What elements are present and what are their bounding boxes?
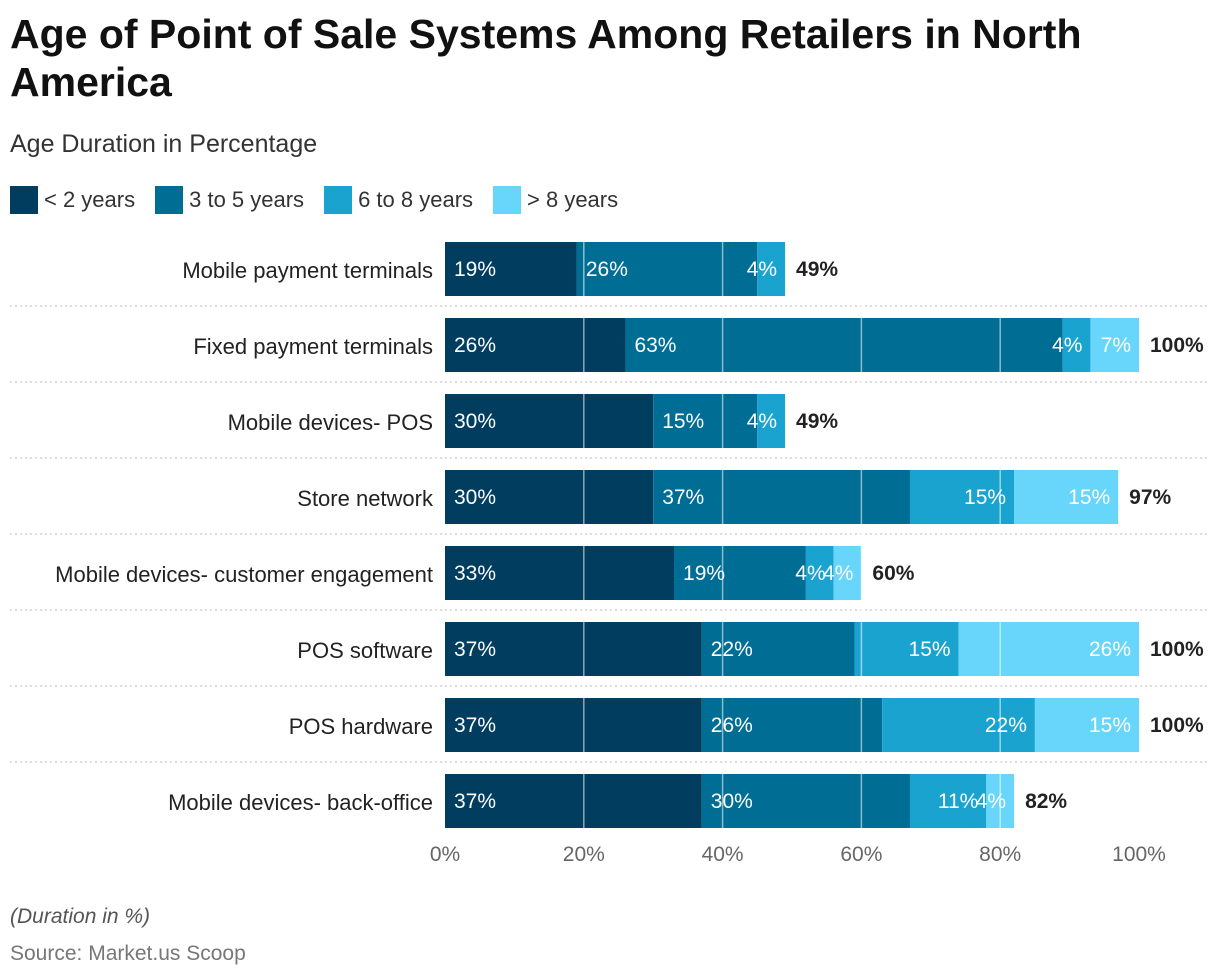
data-label: 37% — [662, 486, 704, 509]
bar-segment — [757, 242, 786, 296]
legend-swatch — [155, 186, 184, 214]
total-label: 49% — [796, 410, 838, 433]
bar-segment — [854, 622, 959, 676]
bar-segment — [445, 318, 626, 372]
bar-segment — [674, 546, 806, 600]
legend: < 2 years 3 to 5 years 6 to 8 years > 8 yea… — [10, 186, 618, 214]
data-label: 30% — [454, 486, 496, 509]
bar-segment — [653, 394, 758, 448]
chart-subtitle: Age Duration in Percentage — [10, 130, 318, 158]
data-label: 15% — [964, 486, 1006, 509]
bar-segment — [625, 318, 1063, 372]
data-label: 15% — [909, 638, 951, 661]
data-label: 4% — [976, 790, 1006, 813]
source: Source: Market.us Scoop — [10, 942, 246, 965]
bar-segment — [701, 698, 883, 752]
chart-title: Age of Point of Sale Systems Among Retai… — [10, 11, 1082, 105]
bar-segment — [1034, 698, 1139, 752]
data-label: 37% — [454, 790, 496, 813]
data-label: 37% — [454, 714, 496, 737]
total-label: 100% — [1150, 334, 1204, 357]
bar-segment — [576, 242, 758, 296]
x-tick-label: 0% — [430, 843, 460, 866]
category-label: POS software — [297, 638, 433, 663]
legend-item: 3 to 5 years — [155, 186, 304, 214]
legend-item: > 8 years — [493, 186, 618, 214]
bar-chart: Mobile payment terminals 19% 26% 4% 49% Fixed… — [10, 242, 1210, 866]
bar-segment — [701, 774, 910, 828]
data-label: 7% — [1101, 334, 1131, 357]
data-label: 4% — [795, 562, 825, 585]
bar-segment — [1090, 318, 1139, 372]
data-label: 63% — [634, 334, 676, 357]
x-tick-label: 20% — [563, 843, 605, 866]
category-label: Mobile devices- customer engagement — [55, 562, 433, 587]
data-label: 11% — [938, 790, 978, 813]
x-tick-label: 60% — [840, 843, 882, 866]
category-label: POS hardware — [289, 714, 433, 739]
total-label: 49% — [796, 258, 838, 281]
data-label: 33% — [454, 562, 496, 585]
data-label: 37% — [454, 638, 496, 661]
data-label: 15% — [1089, 714, 1131, 737]
bar-segment — [1014, 470, 1119, 524]
bar-segment — [1062, 318, 1091, 372]
legend-item: < 2 years — [10, 186, 135, 214]
category-label: Mobile payment terminals — [182, 258, 433, 283]
bar-segment — [445, 698, 702, 752]
data-label: 22% — [985, 714, 1027, 737]
data-label: 26% — [586, 258, 628, 281]
legend-swatch — [324, 186, 353, 214]
bar-segment — [909, 774, 987, 828]
data-label: 26% — [454, 334, 496, 357]
data-label: 26% — [1089, 638, 1131, 661]
category-label: Mobile devices- POS — [228, 410, 433, 435]
data-label: 22% — [711, 638, 753, 661]
bar-segment — [445, 546, 675, 600]
legend-swatch — [493, 186, 522, 214]
legend-item: 6 to 8 years — [324, 186, 473, 214]
data-label: 15% — [662, 410, 704, 433]
data-label: 4% — [747, 258, 777, 281]
total-label: 100% — [1150, 638, 1204, 661]
bar-segment — [445, 774, 702, 828]
category-label: Store network — [297, 486, 434, 511]
bar-segment — [701, 622, 855, 676]
total-label: 82% — [1025, 790, 1067, 813]
chart-note: (Duration in %) — [10, 905, 151, 928]
bar-segment — [757, 394, 786, 448]
bar-segment — [805, 546, 834, 600]
x-tick-label: 40% — [702, 843, 744, 866]
x-tick-label: 80% — [979, 843, 1021, 866]
legend-label: < 2 years — [44, 187, 136, 212]
bar-segment — [653, 470, 910, 524]
data-label: 19% — [454, 258, 496, 281]
data-label: 4% — [1052, 334, 1082, 357]
category-label: Mobile devices- back-office — [168, 790, 433, 815]
bar-segment — [882, 698, 1035, 752]
data-label: 15% — [1068, 486, 1110, 509]
total-label: 60% — [872, 562, 914, 585]
x-tick-label: 100% — [1112, 843, 1166, 866]
legend-label: 3 to 5 years — [189, 187, 305, 212]
category-label: Fixed payment terminals — [193, 334, 433, 359]
bar-segment — [445, 622, 702, 676]
bar-segment — [445, 470, 654, 524]
total-label: 100% — [1150, 714, 1204, 737]
data-label: 19% — [683, 562, 725, 585]
bar-segment — [909, 470, 1015, 524]
data-label: 4% — [747, 410, 777, 433]
bar-segment — [445, 242, 577, 296]
data-label: 30% — [454, 410, 496, 433]
legend-label: 6 to 8 years — [358, 187, 474, 212]
data-label: 26% — [711, 714, 753, 737]
bar-segment — [958, 622, 1139, 676]
bar-segment — [445, 394, 654, 448]
legend-swatch — [10, 186, 38, 214]
data-label: 30% — [711, 790, 753, 813]
total-label: 97% — [1129, 486, 1171, 509]
legend-label: > 8 years — [527, 187, 619, 212]
bar-segment — [833, 546, 862, 600]
data-label: 4% — [823, 562, 853, 585]
